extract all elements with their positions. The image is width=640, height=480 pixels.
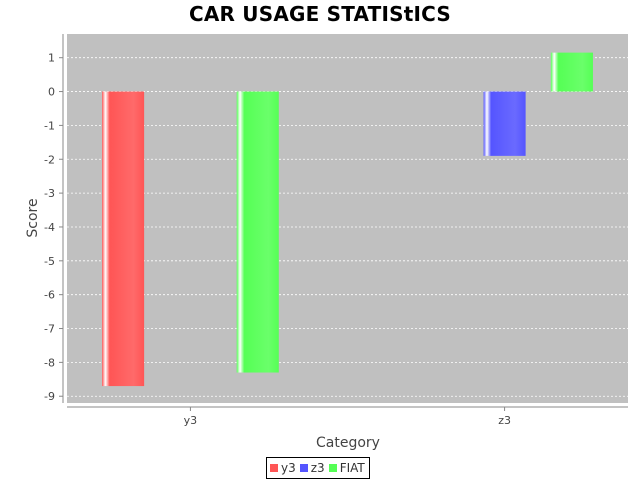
y-tick-label: -6	[44, 289, 55, 302]
chart-title: CAR USAGE STATIStICS	[188, 2, 452, 26]
y-tick-label: -7	[44, 323, 55, 336]
y-tick-label: -8	[44, 356, 55, 369]
y-tick-label: -2	[44, 153, 55, 166]
x-tick-label: y3	[184, 414, 198, 427]
plot-area	[67, 34, 628, 403]
x-axis-ticks: y3 z3	[184, 407, 511, 427]
legend-item-y3: y3	[270, 461, 296, 475]
y-axis-label: Score	[25, 198, 41, 237]
x-tick-label: z3	[498, 414, 511, 427]
grid-lines	[67, 57, 628, 397]
legend-label: FIAT	[339, 461, 365, 475]
bar-fiat-y3	[236, 91, 279, 373]
legend-label: y3	[281, 461, 296, 475]
y-tick-label: 1	[48, 52, 55, 65]
y-axis-ticks: 1 0 -1 -2 -3 -4 -5 -6 -7 -8 -9	[44, 52, 63, 403]
legend-item-z3: z3	[299, 461, 325, 475]
bars	[102, 52, 593, 387]
legend-swatch	[299, 464, 308, 472]
y-tick-label: -1	[44, 119, 55, 132]
y-tick-label: 0	[48, 86, 55, 99]
bar-y3-y3	[102, 91, 145, 387]
bar-z3-z3	[483, 91, 526, 156]
x-axis-label: Category	[316, 435, 380, 451]
legend-label: z3	[310, 461, 325, 475]
legend-swatch	[328, 464, 337, 472]
y-tick-label: -9	[44, 390, 55, 403]
bar-fiat-z3	[550, 52, 593, 92]
axes	[62, 34, 628, 408]
y-tick-label: -3	[44, 187, 55, 200]
y-tick-label: -5	[44, 255, 55, 268]
legend-item-fiat: FIAT	[328, 461, 365, 475]
y-tick-label: -4	[44, 221, 55, 234]
legend: y3 z3 FIAT	[266, 457, 370, 479]
legend-swatch	[270, 464, 278, 472]
